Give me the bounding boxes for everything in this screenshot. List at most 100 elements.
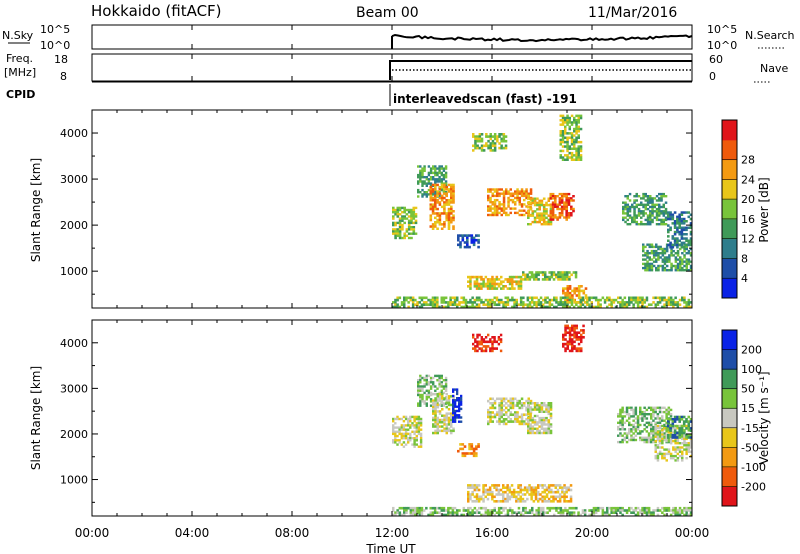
data-cell bbox=[442, 301, 446, 304]
data-cell bbox=[583, 513, 587, 517]
data-cell bbox=[617, 440, 620, 444]
data-cell bbox=[680, 220, 684, 223]
data-cell bbox=[508, 282, 512, 286]
data-cell bbox=[526, 275, 529, 279]
data-patch bbox=[452, 388, 463, 423]
data-cell bbox=[523, 422, 526, 426]
data-cell bbox=[489, 509, 492, 512]
data-cell bbox=[405, 217, 409, 220]
data-cell bbox=[450, 429, 453, 433]
data-cell bbox=[516, 188, 519, 191]
data-cell bbox=[416, 511, 419, 514]
data-cell bbox=[564, 305, 567, 309]
data-cell bbox=[491, 280, 494, 283]
data-cell bbox=[429, 192, 433, 195]
data-cell bbox=[477, 234, 480, 237]
data-cell bbox=[649, 223, 652, 226]
data-cell bbox=[442, 402, 446, 405]
data-cell bbox=[658, 446, 662, 449]
data-cell bbox=[412, 213, 416, 216]
data-cell bbox=[665, 506, 668, 510]
data-cell bbox=[486, 509, 490, 512]
data-cell bbox=[563, 216, 566, 219]
data-cell bbox=[487, 408, 490, 412]
data-cell bbox=[527, 201, 530, 205]
data-cell bbox=[536, 414, 539, 418]
data-cell bbox=[535, 303, 538, 306]
data-cell bbox=[678, 450, 682, 453]
data-cell bbox=[622, 207, 625, 211]
data-cell bbox=[407, 223, 411, 227]
data-cell bbox=[634, 301, 638, 304]
data-cell bbox=[486, 282, 490, 286]
data-cell bbox=[570, 506, 574, 510]
data-cell bbox=[538, 203, 541, 207]
data-cell bbox=[403, 296, 406, 300]
data-cell bbox=[646, 195, 650, 198]
data-cell bbox=[547, 419, 551, 422]
data-cell bbox=[650, 432, 653, 435]
data-cell bbox=[541, 486, 544, 489]
data-cell bbox=[493, 149, 497, 152]
data-cell bbox=[487, 415, 490, 419]
data-cell bbox=[682, 422, 686, 426]
data-cell bbox=[413, 441, 416, 444]
data-cell bbox=[654, 406, 657, 409]
data-cell bbox=[451, 301, 455, 304]
data-cell bbox=[631, 218, 634, 222]
data-cell bbox=[646, 260, 649, 263]
data-cell bbox=[436, 402, 439, 405]
data-cell bbox=[538, 201, 541, 205]
data-cell bbox=[400, 426, 403, 429]
data-cell bbox=[663, 262, 667, 266]
data-cell bbox=[637, 223, 641, 226]
data-cell bbox=[689, 439, 693, 443]
data-cell bbox=[486, 513, 490, 517]
data-cell bbox=[658, 203, 661, 206]
data-cell bbox=[482, 144, 486, 148]
data-cell bbox=[425, 191, 428, 194]
data-cell bbox=[519, 287, 523, 290]
data-cell bbox=[580, 347, 583, 350]
cpid-mode-text: interleavedscan (fast) -191 bbox=[393, 92, 577, 106]
data-cell bbox=[438, 418, 442, 422]
data-cell bbox=[561, 132, 565, 135]
data-cell bbox=[523, 194, 526, 198]
data-cell bbox=[559, 114, 562, 118]
data-cell bbox=[650, 511, 653, 514]
data-cell bbox=[644, 207, 647, 211]
data-cell bbox=[673, 415, 677, 419]
data-cell bbox=[537, 484, 540, 487]
data-cell bbox=[676, 439, 680, 443]
data-cell bbox=[646, 218, 650, 222]
data-cell bbox=[519, 298, 523, 302]
data-cell bbox=[517, 506, 521, 510]
data-cell bbox=[632, 425, 635, 429]
data-cell bbox=[575, 136, 578, 139]
data-cell bbox=[436, 395, 439, 398]
data-cell bbox=[673, 436, 677, 439]
data-cell bbox=[545, 408, 548, 411]
data-cell bbox=[678, 506, 682, 510]
data-cell bbox=[565, 500, 568, 503]
data-cell bbox=[502, 484, 505, 487]
data-cell bbox=[469, 278, 472, 281]
data-cell bbox=[513, 305, 516, 309]
data-cell bbox=[682, 237, 686, 240]
data-cell bbox=[572, 298, 576, 302]
data-cell bbox=[633, 195, 636, 198]
data-cell bbox=[669, 217, 672, 221]
data-cell bbox=[398, 513, 402, 517]
data-cell bbox=[480, 146, 484, 150]
data-cell bbox=[495, 511, 499, 514]
data-cell bbox=[452, 407, 455, 411]
data-cell bbox=[447, 509, 450, 512]
data-cell bbox=[549, 209, 553, 213]
data-cell bbox=[636, 305, 640, 309]
data-cell bbox=[440, 185, 444, 189]
data-cell bbox=[650, 436, 653, 439]
data-cell bbox=[498, 406, 501, 410]
data-cell bbox=[507, 201, 510, 204]
data-cell bbox=[497, 342, 501, 346]
